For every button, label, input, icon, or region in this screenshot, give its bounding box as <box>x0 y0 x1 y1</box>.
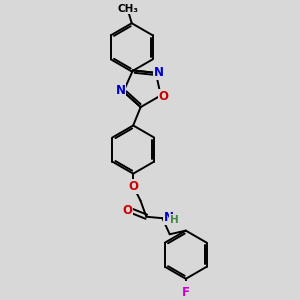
Text: N: N <box>164 211 174 224</box>
Text: F: F <box>182 286 190 299</box>
Text: N: N <box>154 66 164 79</box>
Text: CH₃: CH₃ <box>118 4 139 14</box>
Text: N: N <box>116 84 125 98</box>
Text: O: O <box>122 204 132 218</box>
Text: O: O <box>128 180 138 193</box>
Text: H: H <box>170 215 178 225</box>
Text: O: O <box>159 90 169 103</box>
